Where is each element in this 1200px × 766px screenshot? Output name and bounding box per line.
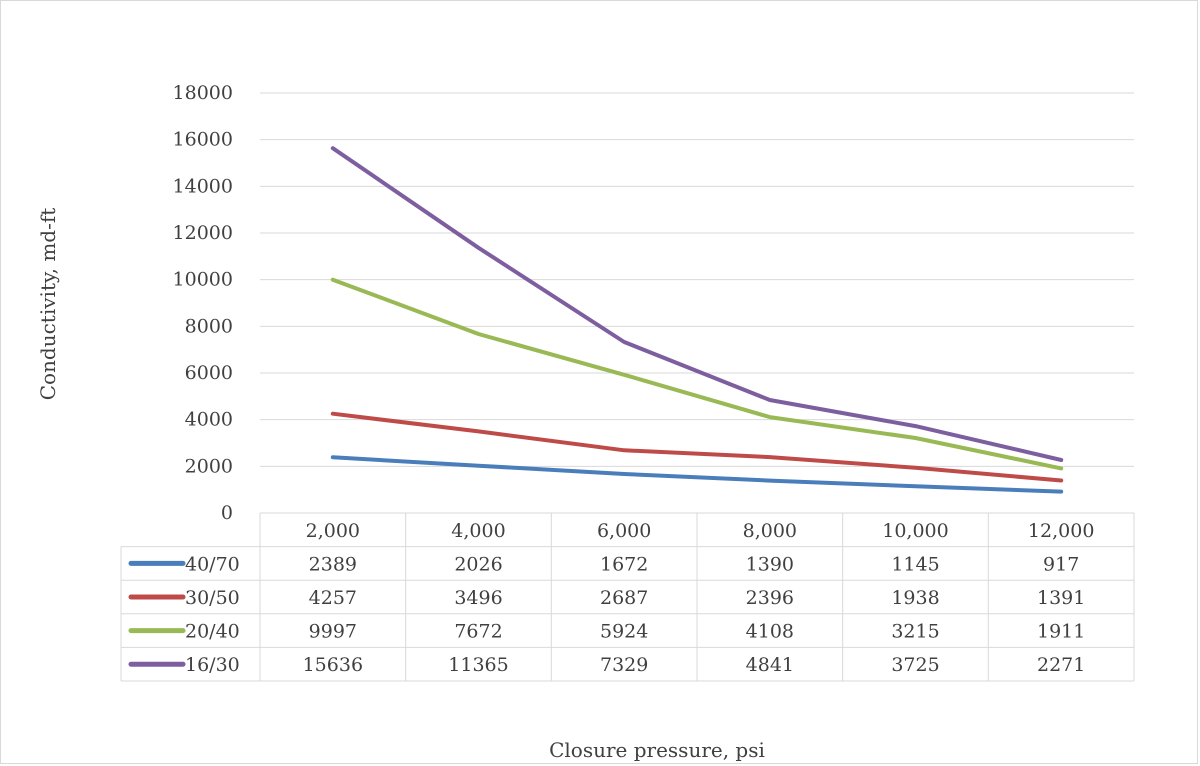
y-tick-label: 4000 <box>185 409 233 431</box>
x-tick-label: 4,000 <box>451 520 505 542</box>
legend-label: 30/50 <box>185 587 240 609</box>
legend-label: 16/30 <box>185 654 240 676</box>
legend-label: 20/40 <box>185 621 240 643</box>
data-label: 1938 <box>891 587 939 609</box>
x-tick-label: 2,000 <box>306 520 360 542</box>
y-tick-label: 2000 <box>185 455 233 477</box>
data-label: 3215 <box>891 621 939 643</box>
series-lines <box>333 148 1061 491</box>
data-label: 4841 <box>746 654 794 676</box>
data-label: 1390 <box>746 553 794 575</box>
data-label: 5924 <box>600 621 648 643</box>
data-label: 917 <box>1043 553 1079 575</box>
y-tick-label: 8000 <box>185 315 233 337</box>
x-tick-label: 6,000 <box>597 520 651 542</box>
x-tick-label: 8,000 <box>743 520 797 542</box>
series-line-20-40 <box>333 280 1061 469</box>
gridlines <box>260 93 1134 466</box>
y-axis-title: Conductivity, md-ft <box>36 208 60 401</box>
data-label: 11365 <box>448 654 508 676</box>
y-axis-ticks: 0 2000 4000 6000 8000 10000 12000 14000 16000 180… <box>173 82 233 524</box>
y-tick-label: 10000 <box>173 269 233 291</box>
data-label: 15636 <box>303 654 363 676</box>
legend-label: 40/70 <box>185 553 240 575</box>
y-tick-label: 0 <box>221 502 233 524</box>
data-label: 2389 <box>309 553 357 575</box>
data-label: 4257 <box>309 587 357 609</box>
data-label: 3725 <box>891 654 939 676</box>
y-tick-label: 16000 <box>173 129 233 151</box>
x-tick-label: 10,000 <box>882 520 948 542</box>
y-tick-label: 12000 <box>173 222 233 244</box>
x-axis-title: Closure pressure, psi <box>549 738 765 762</box>
data-label: 2271 <box>1037 654 1085 676</box>
series-line-40-70 <box>333 457 1061 491</box>
series-line-16-30 <box>333 148 1061 460</box>
data-label: 3496 <box>454 587 502 609</box>
data-label: 7672 <box>454 621 502 643</box>
data-label: 2026 <box>454 553 502 575</box>
data-label: 1391 <box>1037 587 1085 609</box>
data-label: 2687 <box>600 587 648 609</box>
y-tick-label: 6000 <box>185 362 233 384</box>
data-table: 2,000 4,000 6,000 8,000 10,000 12,000 40/70 238… <box>121 513 1134 681</box>
y-tick-label: 14000 <box>173 175 233 197</box>
y-tick-label: 18000 <box>173 82 233 104</box>
data-label: 1672 <box>600 553 648 575</box>
data-label: 7329 <box>600 654 648 676</box>
data-label: 2396 <box>746 587 794 609</box>
data-label: 1145 <box>891 553 939 575</box>
data-label: 9997 <box>309 621 357 643</box>
x-tick-label: 12,000 <box>1028 520 1094 542</box>
data-label: 1911 <box>1037 621 1085 643</box>
data-label: 4108 <box>746 621 794 643</box>
